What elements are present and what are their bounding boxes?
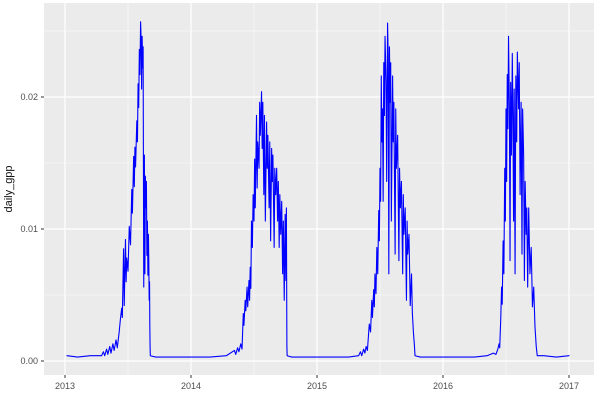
x-tick-label-2013: 2013: [55, 381, 75, 391]
plot-panel: [44, 3, 594, 375]
y-tick-label-0.02: 0.02: [20, 92, 38, 102]
x-tick-label-2014: 2014: [181, 381, 201, 391]
y-tick-label-0.00: 0.00: [20, 356, 38, 366]
y-axis-title: daily_gpp: [3, 165, 15, 212]
gpp-line-series: [66, 21, 570, 358]
y-tick-label-0.01: 0.01: [20, 224, 38, 234]
x-tick-label-2016: 2016: [433, 381, 453, 391]
x-tick-label-2017: 2017: [559, 381, 579, 391]
x-tick-label-2015: 2015: [307, 381, 327, 391]
